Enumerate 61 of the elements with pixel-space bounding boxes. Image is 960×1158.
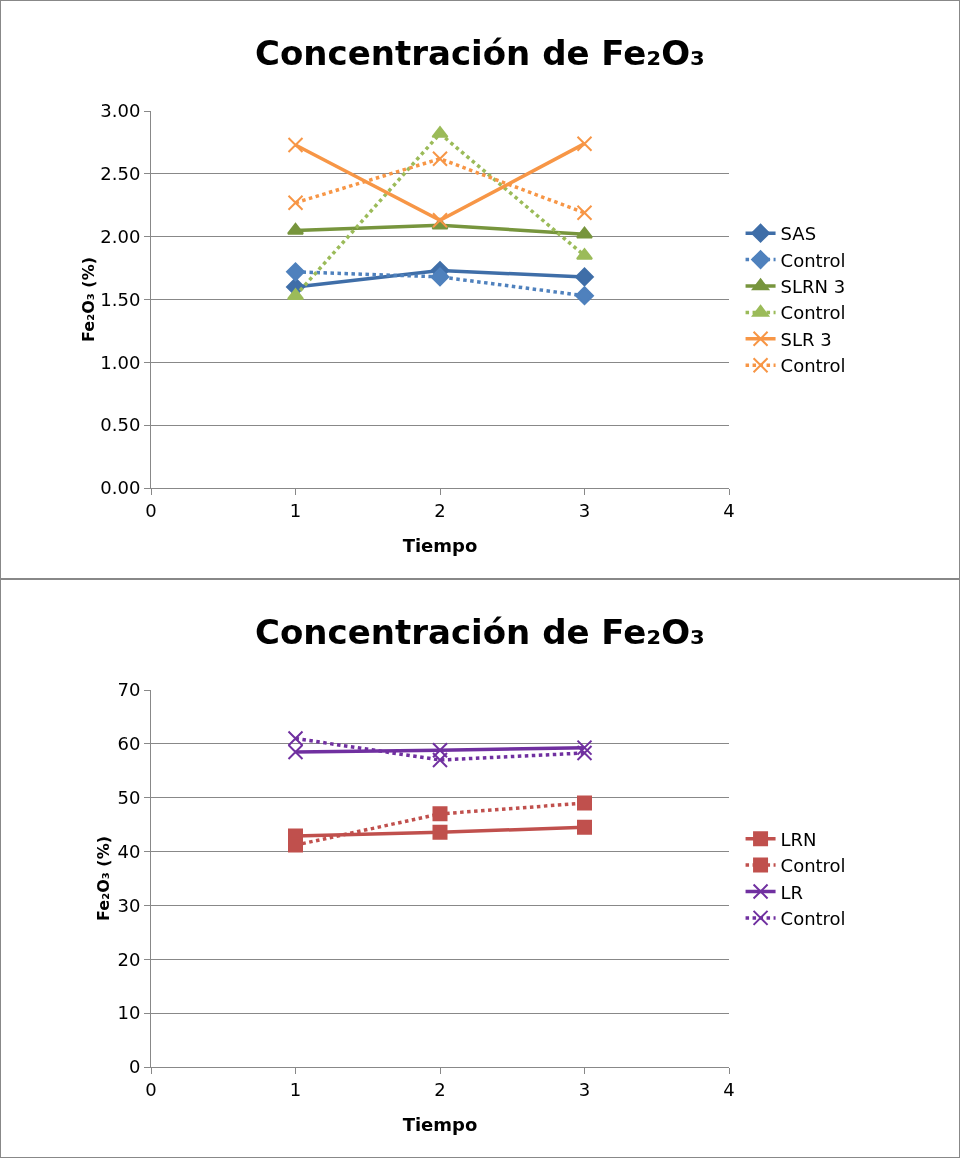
y-tick-label: 2.00 [100, 225, 141, 247]
y-tick-label: 2.50 [100, 163, 141, 185]
x-tick-label: 4 [723, 1078, 735, 1100]
point [576, 739, 593, 756]
legend-label: Control [780, 355, 846, 377]
x-tick-label: 0 [145, 499, 157, 521]
x-tick-label: 3 [578, 1078, 591, 1100]
point [287, 743, 304, 760]
legend-label: SLRN 3 [780, 276, 846, 298]
point [576, 204, 593, 221]
point [432, 212, 448, 229]
point [576, 745, 593, 762]
point [432, 806, 448, 822]
point [432, 824, 448, 840]
y-tick-label: 30 [117, 894, 141, 916]
y-tick-label: 10 [117, 1002, 141, 1024]
x-tick-label: 2 [434, 499, 446, 521]
point [287, 730, 304, 747]
x-axis-title: Tiempo [402, 535, 478, 556]
chart-title: Concentración de Fe₂O₃ [255, 612, 705, 653]
legend-label: LR [780, 881, 804, 903]
y-tick-label: 50 [117, 787, 141, 809]
x-tick-label: 1 [289, 1078, 302, 1100]
x-tick-label: 3 [578, 499, 591, 521]
y-tick-label: 70 [117, 679, 141, 701]
legend-label: Control [780, 249, 846, 271]
legend-label: SAS [780, 223, 817, 245]
point [432, 150, 448, 167]
legend-label: Control [780, 907, 846, 929]
x-tick-label: 4 [723, 499, 735, 521]
legend-label: Control [780, 855, 846, 877]
y-tick-label: 0.50 [100, 414, 141, 436]
point [287, 194, 304, 211]
legend-label: LRN [780, 828, 817, 850]
legend-label: SLR 3 [780, 328, 832, 350]
y-axis-title: Fe₂O₃ (%) [94, 836, 113, 921]
x-tick-label: 0 [145, 1078, 157, 1100]
y-tick-label: 20 [117, 948, 141, 970]
y-tick-label: 0.00 [100, 477, 141, 499]
y-tick-label: 1.50 [100, 288, 141, 310]
point [575, 286, 594, 306]
point [576, 135, 593, 152]
x-tick-label: 2 [434, 1078, 446, 1100]
y-tick-label: 0 [128, 1056, 141, 1078]
y-tick-label: 40 [117, 840, 141, 862]
point [430, 267, 450, 287]
point [432, 752, 448, 769]
point [286, 262, 305, 282]
x-axis-title: Tiempo [402, 1114, 478, 1135]
y-tick-label: 60 [117, 733, 141, 755]
point [577, 819, 592, 835]
legend-label: Control [780, 302, 846, 324]
y-axis-title: Fe₂O₃ (%) [79, 257, 99, 342]
chart-title: Concentración de Fe₂O₃ [255, 33, 705, 74]
point [287, 136, 304, 153]
point [432, 742, 448, 759]
x-tick-label: 1 [289, 499, 302, 521]
y-tick-label: 3.00 [100, 100, 141, 122]
point [577, 795, 592, 811]
point [575, 267, 594, 287]
y-tick-label: 1.00 [100, 351, 141, 373]
